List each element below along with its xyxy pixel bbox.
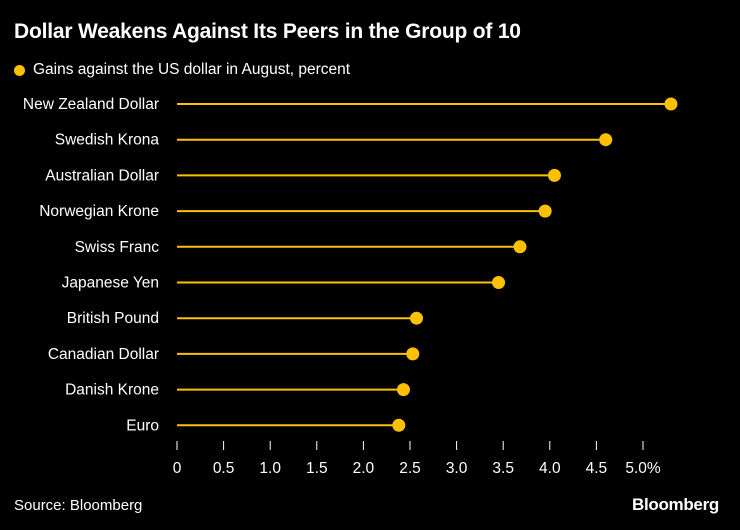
x-tick-label: 0: [173, 460, 182, 477]
x-tick-label: 1.5: [306, 460, 328, 477]
category-label: Swedish Krona: [55, 132, 160, 149]
category-label: Danish Krone: [65, 382, 159, 399]
lollipop-point: [513, 240, 527, 254]
lollipop-point: [392, 418, 406, 432]
category-label: Norwegian Krone: [39, 203, 159, 220]
x-tick-label: 1.0: [259, 460, 281, 477]
legend: Gains against the US dollar in August, p…: [14, 61, 350, 79]
lollipop-point: [406, 347, 420, 361]
lollipop-point: [664, 97, 678, 111]
category-label: New Zealand Dollar: [23, 96, 159, 113]
lollipop-point: [538, 204, 552, 218]
legend-marker: [14, 64, 25, 76]
source-note: Source: Bloomberg: [14, 497, 143, 514]
category-label: Canadian Dollar: [48, 346, 159, 363]
lollipop-point: [492, 276, 506, 289]
bloomberg-logo: Bloomberg: [631, 495, 719, 514]
x-tick-label: 5.0%: [625, 460, 661, 477]
lollipop-point: [396, 383, 410, 397]
lollipop-point: [410, 311, 424, 325]
lollipop-point: [547, 168, 561, 182]
category-label: Euro: [126, 417, 159, 434]
legend-label: Gains against the US dollar in August, p…: [33, 61, 351, 78]
lollipop-point: [599, 133, 613, 147]
category-label: Swiss Franc: [75, 239, 160, 256]
x-tick-label: 2.5: [399, 460, 421, 477]
category-label: British Pound: [67, 310, 159, 327]
lollipop-chart: New Zealand Dollar Swedish Krona Australia…: [23, 96, 678, 477]
x-tick-label: 3.5: [492, 460, 514, 477]
category-label: Australian Dollar: [45, 167, 159, 184]
x-tick-label: 0.5: [213, 460, 235, 477]
x-tick-label: 4.5: [586, 460, 608, 477]
category-label: Japanese Yen: [62, 275, 159, 292]
x-tick-label: 3.0: [446, 460, 468, 477]
x-tick-label: 2.0: [353, 460, 375, 477]
chart-title: Dollar Weakens Against Its Peers in the …: [14, 20, 521, 43]
x-tick-label: 4.0: [539, 460, 561, 477]
